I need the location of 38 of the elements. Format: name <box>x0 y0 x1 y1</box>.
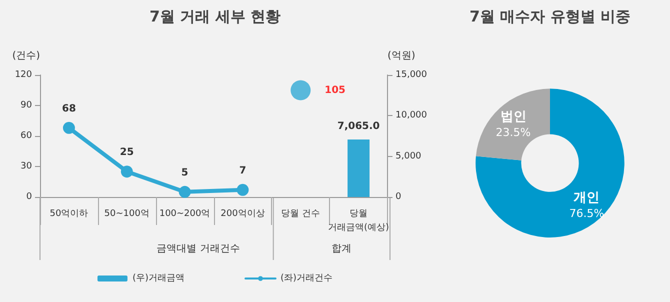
slice-label: 법인 <box>500 110 526 125</box>
text: 금액대별 거래건수 <box>156 244 240 254</box>
text: 합계 <box>332 244 352 254</box>
x-tick-label: 50~100억 <box>104 209 150 219</box>
slice-label: 개인 <box>574 190 600 206</box>
y2-tick-label: 10,000 <box>396 110 428 121</box>
legend-label: (좌)거래건수 <box>280 274 333 284</box>
point <box>62 122 75 134</box>
y-axis-title: (건수) <box>12 50 40 62</box>
y2-tick-label: 0 <box>396 192 402 202</box>
x-tick-label: 100~200억 <box>159 209 210 219</box>
x-tick-label: 당월 건수 <box>281 209 320 219</box>
point <box>236 184 249 196</box>
data-label: 68 <box>62 103 76 114</box>
y-tick-label: 0 <box>26 192 32 202</box>
chart-title: 7월 거래 세부 현황 <box>149 8 281 26</box>
data-label: 7,065.0 <box>337 121 380 132</box>
data-label: 25 <box>120 147 134 158</box>
y-tick-label: 30 <box>20 162 32 172</box>
y2-tick-label: 15,000 <box>396 70 428 80</box>
data-label: 105 <box>324 84 346 96</box>
legend-label: (우)거래금액 <box>132 274 185 284</box>
y2-axis-title: (억원) <box>388 50 416 62</box>
data-label: 5 <box>181 167 188 178</box>
y-tick-label: 120 <box>14 70 32 80</box>
y-tick-label: 60 <box>20 131 32 141</box>
point <box>120 166 133 178</box>
point <box>290 80 311 100</box>
data-label: 23.5% <box>496 126 531 140</box>
point <box>178 186 191 198</box>
x-tick-label: 200억이상 <box>220 209 265 219</box>
x-tick-label: 당월 거래금액(예상) <box>328 209 390 233</box>
chart-title: 7월 매수자 유형별 비중 <box>469 8 631 26</box>
data-label: 76.5% <box>569 206 604 220</box>
y2-tick-label: 5,000 <box>396 151 422 162</box>
y-tick-label: 90 <box>20 100 32 110</box>
data-label: 7 <box>239 165 246 176</box>
x-tick-label: 50억이하 <box>50 209 88 219</box>
